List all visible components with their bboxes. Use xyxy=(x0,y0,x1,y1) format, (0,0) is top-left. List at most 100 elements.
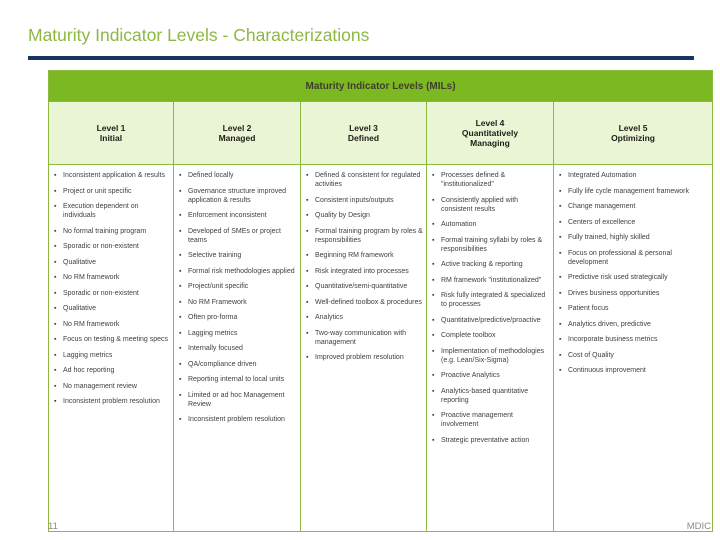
level-4-items: Processes defined & "institutionalized" C… xyxy=(432,171,550,445)
bullet-item: Sporadic or non-existent xyxy=(54,242,170,251)
level-header-row: Level 1 Initial Level 2 Managed Level 3 … xyxy=(48,101,714,165)
bullet-item: Change management xyxy=(559,202,709,211)
bullet-item: Beginning RM framework xyxy=(306,251,423,260)
bullet-item: RM framework "institutionalized" xyxy=(432,276,550,285)
bullet-item: No RM framework xyxy=(54,320,170,329)
bullet-item: Project or unit specific xyxy=(54,187,170,196)
bullet-item: Enforcement inconsistent xyxy=(179,211,297,220)
level-1-items: Inconsistent application & results Projec… xyxy=(54,171,170,406)
bullet-item: Focus on professional & personal develop… xyxy=(559,249,709,267)
level-5-cell: Integrated Automation Fully life cycle ma… xyxy=(552,164,714,532)
bullet-item: Qualitative xyxy=(54,304,170,313)
column-header-level-2: Level 2 Managed xyxy=(173,101,301,165)
mil-table: Maturity Indicator Levels (MILs) Level 1… xyxy=(47,70,714,532)
level-label: Level 1 xyxy=(96,123,126,133)
bullet-item: Sporadic or non-existent xyxy=(54,289,170,298)
bullet-item: Analytics driven, predictive xyxy=(559,320,709,329)
column-header-level-1: Level 1 Initial xyxy=(48,101,174,165)
bullet-item: Patient focus xyxy=(559,304,709,313)
bullet-item: Formal risk methodologies applied xyxy=(179,267,297,276)
bullet-item: Limited or ad hoc Management Review xyxy=(179,391,297,409)
bullet-item: Ad hoc reporting xyxy=(54,366,170,375)
page-number: 11 xyxy=(48,521,58,532)
bullet-item: Proactive management involvement xyxy=(432,411,550,429)
level-3-cell: Defined & consistent for regulated activ… xyxy=(300,164,427,532)
bullet-item: Fully life cycle management framework xyxy=(559,187,709,196)
column-header-level-5: Level 5 Optimizing xyxy=(552,101,714,165)
bullet-item: Continuous improvement xyxy=(559,366,709,375)
bullet-item: Lagging metrics xyxy=(54,351,170,360)
level-label: Level 4 xyxy=(475,118,505,128)
bullet-item: Inconsistent application & results xyxy=(54,171,170,180)
bullet-item: Implementation of methodologies (e.g. Le… xyxy=(432,347,550,365)
bullet-item: No formal training program xyxy=(54,227,170,236)
level-1-cell: Inconsistent application & results Projec… xyxy=(48,164,174,532)
bullet-item: Complete toolbox xyxy=(432,331,550,340)
bullet-item: Quality by Design xyxy=(306,211,423,220)
bullet-item: Automation xyxy=(432,220,550,229)
bullet-item: Formal training syllabi by roles & respo… xyxy=(432,236,550,254)
bullet-item: Internally focused xyxy=(179,344,297,353)
characteristics-row: Inconsistent application & results Projec… xyxy=(48,164,714,532)
bullet-item: No management review xyxy=(54,382,170,391)
bullet-item: Consistently applied with consistent res… xyxy=(432,196,550,214)
level-name: Quantitatively Managing xyxy=(461,128,519,148)
bullet-item: No RM framework xyxy=(54,273,170,282)
bullet-item: Formal training program by roles & respo… xyxy=(306,227,423,245)
level-label: Level 2 xyxy=(222,123,252,133)
bullet-item: Incorporate business metrics xyxy=(559,335,709,344)
bullet-item: Drives business opportunities xyxy=(559,289,709,298)
bullet-item: Well-defined toolbox & procedures xyxy=(306,298,423,307)
level-name: Managed xyxy=(218,133,256,143)
bullet-item: Predictive risk used strategically xyxy=(559,273,709,282)
bullet-item: Developed of SMEs or project teams xyxy=(179,227,297,245)
bullet-item: Analytics-based quantitative reporting xyxy=(432,387,550,405)
bullet-item: Cost of Quality xyxy=(559,351,709,360)
bullet-item: Two-way communication with management xyxy=(306,329,423,347)
bullet-item: Centers of excellence xyxy=(559,218,709,227)
level-label: Level 3 xyxy=(349,123,378,133)
bullet-item: Processes defined & "institutionalized" xyxy=(432,171,550,189)
bullet-item: Quantitative/semi-quantitative xyxy=(306,282,423,291)
bullet-item: Analytics xyxy=(306,313,423,322)
bullet-item: Quantitative/predictive/proactive xyxy=(432,316,550,325)
level-label: Level 5 xyxy=(618,123,648,133)
bullet-item: Defined locally xyxy=(179,171,297,180)
bullet-item: Risk fully integrated & specialized to p… xyxy=(432,291,550,309)
bullet-item: Active tracking & reporting xyxy=(432,260,550,269)
bullet-item: Selective training xyxy=(179,251,297,260)
title-divider xyxy=(28,56,694,60)
bullet-item: Lagging metrics xyxy=(179,329,297,338)
bullet-item: Strategic preventative action xyxy=(432,436,550,445)
bullet-item: Reporting internal to local units xyxy=(179,375,297,384)
bullet-item: Defined & consistent for regulated activ… xyxy=(306,171,423,189)
bullet-item: Qualitative xyxy=(54,258,170,267)
bullet-item: Project/unit specific xyxy=(179,282,297,291)
table-banner: Maturity Indicator Levels (MILs) xyxy=(47,70,714,102)
bullet-item: QA/compliance driven xyxy=(179,360,297,369)
page-title: Maturity Indicator Levels - Characteriza… xyxy=(28,25,370,45)
bullet-item: Integrated Automation xyxy=(559,171,709,180)
bullet-item: No RM Framework xyxy=(179,298,297,307)
column-header-level-3: Level 3 Defined xyxy=(300,101,427,165)
bullet-item: Focus on testing & meeting specs xyxy=(54,335,170,344)
bullet-item: Inconsistent problem resolution xyxy=(179,415,297,424)
footer-logo: MDIC xyxy=(686,521,711,532)
bullet-item: Governance structure improved applicatio… xyxy=(179,187,297,205)
level-name: Defined xyxy=(347,133,380,143)
level-4-cell: Processes defined & "institutionalized" C… xyxy=(426,164,554,532)
level-name: Optimizing xyxy=(611,133,655,143)
bullet-item: Risk integrated into processes xyxy=(306,267,423,276)
bullet-item: Execution dependent on individuals xyxy=(54,202,170,220)
level-3-items: Defined & consistent for regulated activ… xyxy=(306,171,423,362)
bullet-item: Consistent inputs/outputs xyxy=(306,196,423,205)
level-2-items: Defined locally Governance structure impr… xyxy=(179,171,297,424)
column-header-level-4: Level 4 Quantitatively Managing xyxy=(426,101,554,165)
bullet-item: Proactive Analytics xyxy=(432,371,550,380)
bullet-item: Improved problem resolution xyxy=(306,353,423,362)
level-2-cell: Defined locally Governance structure impr… xyxy=(173,164,301,532)
bullet-item: Inconsistent problem resolution xyxy=(54,397,170,406)
level-5-items: Integrated Automation Fully life cycle ma… xyxy=(559,171,709,375)
bullet-item: Often pro-forma xyxy=(179,313,297,322)
